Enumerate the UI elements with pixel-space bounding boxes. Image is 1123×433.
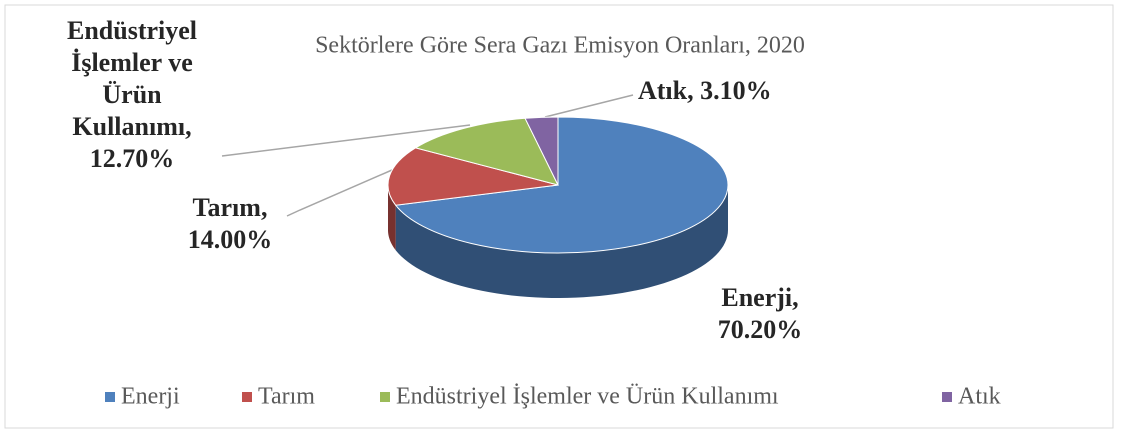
slice bbox=[394, 116, 729, 254]
data-label: Endüstriyel İşlemler ve Ürün Kullanımı, 12.7… bbox=[67, 16, 197, 173]
legend-label: Tarım bbox=[258, 384, 315, 410]
legend-swatch bbox=[105, 392, 115, 402]
label-part: Kullanımı bbox=[72, 112, 185, 141]
legend-swatch bbox=[242, 392, 252, 402]
label-part: , bbox=[261, 193, 268, 222]
label-part: 3.10% bbox=[694, 76, 772, 105]
slice-side bbox=[388, 185, 396, 251]
label-part: 70.20% bbox=[718, 315, 803, 344]
slice bbox=[524, 116, 559, 186]
label-part: , bbox=[185, 112, 192, 141]
legend-swatch bbox=[380, 392, 390, 402]
legend-label: Atık bbox=[958, 384, 1001, 410]
label-part: Atık bbox=[638, 76, 688, 105]
slice bbox=[414, 117, 559, 186]
data-label: Tarım, 14.00% bbox=[188, 193, 273, 254]
label-part: 14.00% bbox=[188, 225, 273, 254]
chart-title: Sektörlere Göre Sera Gazı Emisyon Oranla… bbox=[315, 33, 805, 59]
label-part: Enerji bbox=[721, 283, 792, 312]
label-part: İşlemler ve bbox=[71, 48, 193, 77]
label-part: , bbox=[687, 76, 694, 105]
slice bbox=[387, 147, 559, 206]
legend-label: Enerji bbox=[121, 384, 180, 410]
data-label: Enerji, 70.20% bbox=[718, 283, 803, 344]
label-part: Tarım bbox=[193, 193, 262, 222]
label-part: Ürün bbox=[102, 80, 162, 109]
data-label: Atık, 3.10% bbox=[638, 76, 772, 105]
label-part: 12.70% bbox=[90, 144, 175, 173]
slice-side bbox=[395, 185, 728, 298]
legend-swatch bbox=[942, 392, 952, 402]
legend-label: Endüstriyel İşlemler ve Ürün Kullanımı bbox=[396, 384, 779, 410]
label-part: Endüstriyel bbox=[67, 16, 197, 45]
leader-lines bbox=[221, 94, 634, 217]
label-part: , bbox=[792, 283, 799, 312]
